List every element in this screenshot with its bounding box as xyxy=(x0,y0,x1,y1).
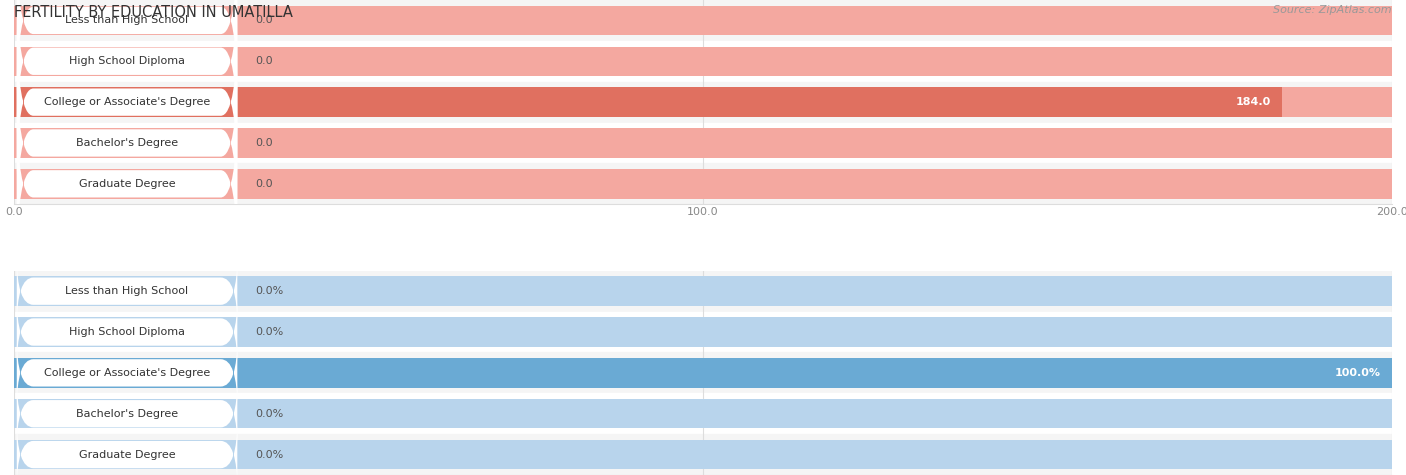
Text: Less than High School: Less than High School xyxy=(66,15,188,26)
FancyBboxPatch shape xyxy=(17,379,238,449)
Text: 0.0: 0.0 xyxy=(256,179,273,189)
Text: 0.0%: 0.0% xyxy=(256,449,284,460)
Bar xyxy=(14,123,1392,163)
Text: College or Associate's Degree: College or Associate's Degree xyxy=(44,97,209,107)
Bar xyxy=(14,87,1392,117)
Text: 184.0: 184.0 xyxy=(1236,97,1271,107)
Text: Graduate Degree: Graduate Degree xyxy=(79,449,176,460)
Text: 0.0: 0.0 xyxy=(256,15,273,26)
Bar xyxy=(14,82,1392,123)
Text: 0.0: 0.0 xyxy=(256,138,273,148)
Text: College or Associate's Degree: College or Associate's Degree xyxy=(44,368,209,378)
FancyBboxPatch shape xyxy=(17,0,238,105)
Text: 0.0%: 0.0% xyxy=(256,327,284,337)
FancyBboxPatch shape xyxy=(17,419,238,475)
Bar xyxy=(14,41,1392,82)
Text: High School Diploma: High School Diploma xyxy=(69,56,186,66)
Bar xyxy=(14,87,1282,117)
Text: 0.0%: 0.0% xyxy=(256,286,284,296)
Text: 100.0%: 100.0% xyxy=(1334,368,1381,378)
FancyBboxPatch shape xyxy=(17,256,238,326)
Bar xyxy=(14,312,1392,352)
Bar xyxy=(14,317,1392,347)
Bar xyxy=(14,434,1392,475)
Bar xyxy=(14,393,1392,434)
Bar xyxy=(14,352,1392,393)
Bar xyxy=(14,271,1392,312)
FancyBboxPatch shape xyxy=(17,338,238,408)
Bar xyxy=(14,399,1392,428)
FancyBboxPatch shape xyxy=(17,18,238,187)
Text: Bachelor's Degree: Bachelor's Degree xyxy=(76,408,179,419)
Text: 0.0%: 0.0% xyxy=(256,408,284,419)
Text: Less than High School: Less than High School xyxy=(66,286,188,296)
Text: Bachelor's Degree: Bachelor's Degree xyxy=(76,138,179,148)
Bar xyxy=(14,440,1392,469)
Bar xyxy=(14,128,1392,158)
FancyBboxPatch shape xyxy=(17,58,238,228)
Bar xyxy=(14,358,1392,388)
Text: FERTILITY BY EDUCATION IN UMATILLA: FERTILITY BY EDUCATION IN UMATILLA xyxy=(14,5,292,20)
Bar xyxy=(14,358,1392,388)
Text: Source: ZipAtlas.com: Source: ZipAtlas.com xyxy=(1274,5,1392,15)
Text: 0.0: 0.0 xyxy=(256,56,273,66)
Bar xyxy=(14,276,1392,306)
Bar xyxy=(14,6,1392,35)
Bar xyxy=(14,47,1392,76)
FancyBboxPatch shape xyxy=(17,0,238,146)
FancyBboxPatch shape xyxy=(17,99,238,268)
Bar xyxy=(14,163,1392,204)
Bar xyxy=(14,169,1392,199)
FancyBboxPatch shape xyxy=(17,297,238,367)
Text: Graduate Degree: Graduate Degree xyxy=(79,179,176,189)
Bar xyxy=(14,0,1392,41)
Text: High School Diploma: High School Diploma xyxy=(69,327,186,337)
